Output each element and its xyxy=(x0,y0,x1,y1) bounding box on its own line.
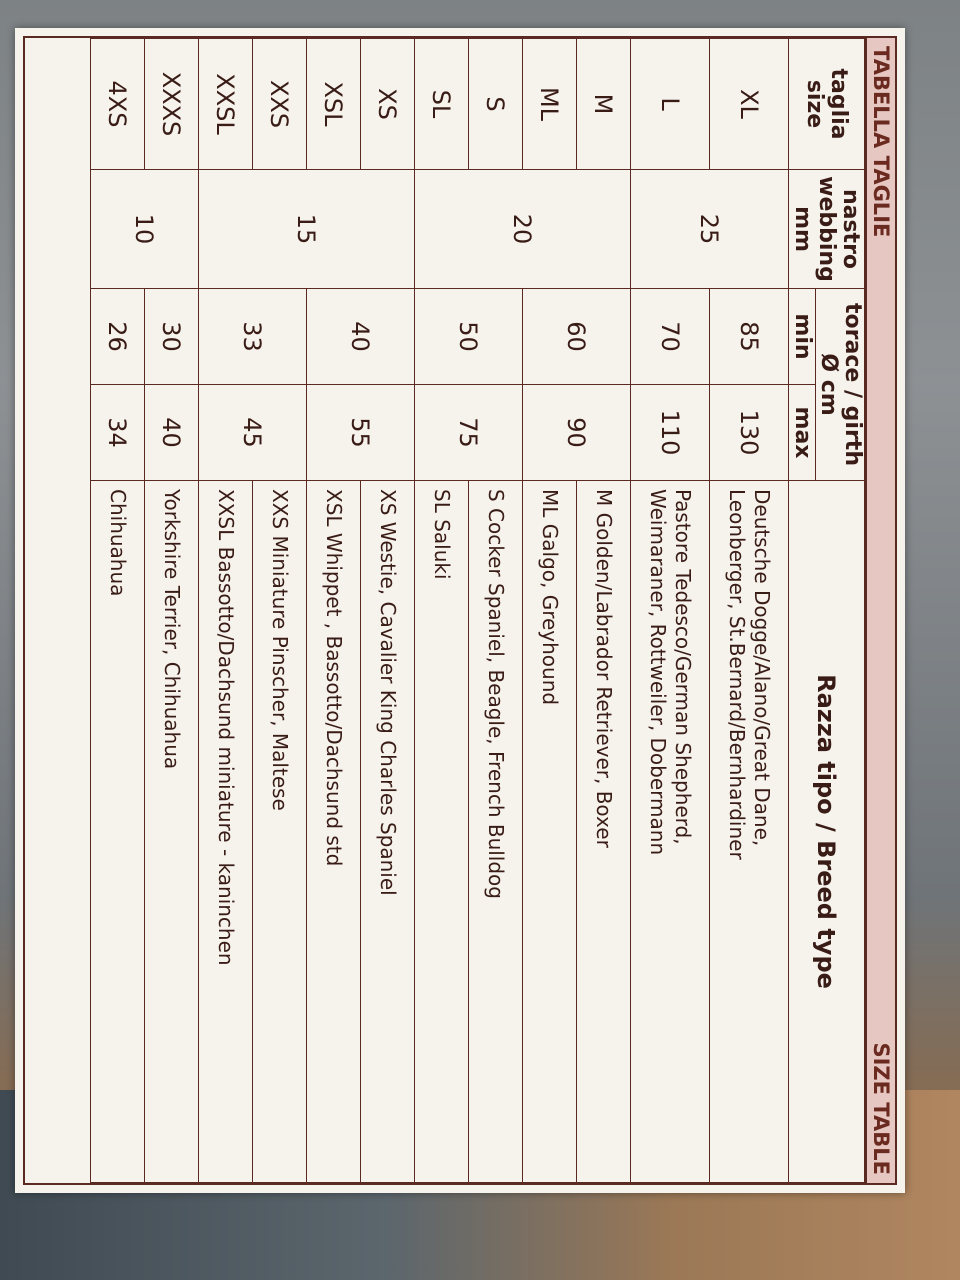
table-row: M 20 60 90 M Golden/Labrador Retriever, … xyxy=(414,38,631,1183)
size-cell: S xyxy=(468,38,523,170)
size-cell: XXS xyxy=(252,38,307,170)
size-table-card: TABELLA TAGLIE SIZE TABLE taglia size nas… xyxy=(15,28,905,1193)
size-cell: M xyxy=(576,38,631,170)
min-cell: 60 xyxy=(522,288,631,385)
webbing-cell: 20 xyxy=(414,169,631,289)
breed-cell: Deutsche Dogge/Alano/Great Dane, Leonberg… xyxy=(709,480,789,1183)
breed-cell: XS Westie, Cavalier King Charles Spaniel xyxy=(360,480,415,1183)
size-cell: XS xyxy=(360,38,415,170)
size-cell: XXXS xyxy=(144,38,199,170)
min-cell: 50 xyxy=(414,288,523,385)
table-row: XXXS 10 30 40 Yorkshire Terrier, Chihuah… xyxy=(90,38,199,1183)
title-bar: TABELLA TAGLIE SIZE TABLE xyxy=(865,38,895,1183)
title-italian: TABELLA TAGLIE xyxy=(869,46,893,238)
breed-cell: M Golden/Labrador Retriever, Boxer xyxy=(576,480,631,1183)
max-cell: 90 xyxy=(522,384,631,481)
webbing-cell: 15 xyxy=(198,169,415,289)
min-cell: 70 xyxy=(630,288,710,385)
breed-cell: XXSL Bassotto/Dachsund miniature - kanin… xyxy=(198,480,253,1183)
max-cell: 55 xyxy=(306,384,415,481)
webbing-cell: 10 xyxy=(90,169,199,289)
max-cell: 34 xyxy=(90,384,145,481)
webbing-cell: 25 xyxy=(630,169,789,289)
breed-cell: XSL Whippet , Bassotto/Dachsund std xyxy=(306,480,361,1183)
size-cell: ML xyxy=(522,38,577,170)
breed-cell: ML Galgo, Greyhound xyxy=(522,480,577,1183)
size-cell: 4XS xyxy=(90,38,145,170)
header-min: min xyxy=(788,288,816,385)
size-table: taglia size nastro webbing mm torace / girt… xyxy=(90,38,865,1183)
header-breed: Razza tipo / Breed type xyxy=(788,480,865,1183)
table-row: XS 15 40 55 XS Westie, Cavalier King Cha… xyxy=(198,38,415,1183)
breed-cell: Pastore Tedesco/German Shepherd, Weimaran… xyxy=(630,480,710,1183)
min-cell: 30 xyxy=(144,288,199,385)
size-cell: XSL xyxy=(306,38,361,170)
size-cell: L xyxy=(630,38,710,170)
breed-cell: Chihuahua xyxy=(90,480,145,1183)
header-size: taglia size xyxy=(788,38,865,170)
size-cell: XL xyxy=(709,38,789,170)
size-cell: XXSL xyxy=(198,38,253,170)
max-cell: 130 xyxy=(709,384,789,481)
max-cell: 40 xyxy=(144,384,199,481)
header-row: taglia size nastro webbing mm torace / girt… xyxy=(788,38,865,1183)
title-english: SIZE TABLE xyxy=(869,1042,893,1175)
min-cell: 33 xyxy=(198,288,307,385)
size-cell: SL xyxy=(414,38,469,170)
header-girth: torace / girth Ø cm xyxy=(815,288,865,481)
header-max: max xyxy=(788,384,816,481)
min-cell: 40 xyxy=(306,288,415,385)
min-cell: 26 xyxy=(90,288,145,385)
breed-cell: Yorkshire Terrier, Chihuahua xyxy=(144,480,199,1183)
breed-cell: SL Saluki xyxy=(414,480,469,1183)
table-row: XL 25 85 130 Deutsche Dogge/Alano/Great … xyxy=(630,38,789,1183)
breed-cell: XXS Miniature Pinscher, Maltese xyxy=(252,480,307,1183)
max-cell: 45 xyxy=(198,384,307,481)
max-cell: 110 xyxy=(630,384,710,481)
header-webbing: nastro webbing mm xyxy=(788,169,865,289)
breed-cell: S Cocker Spaniel, Beagle, French Bulldog xyxy=(468,480,523,1183)
min-cell: 85 xyxy=(709,288,789,385)
max-cell: 75 xyxy=(414,384,523,481)
